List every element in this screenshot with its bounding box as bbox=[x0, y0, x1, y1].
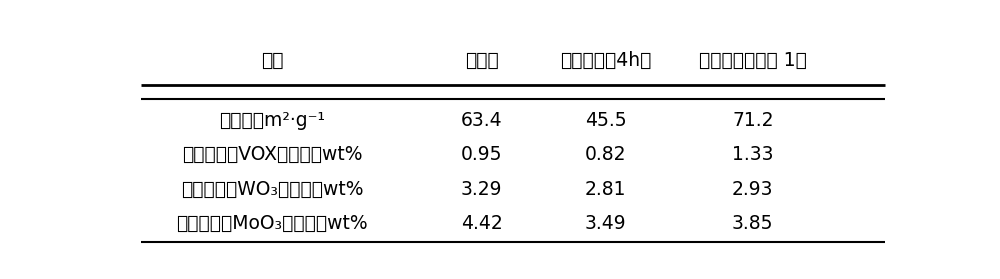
Text: 1.33: 1.33 bbox=[732, 145, 774, 164]
Text: 失活样品（4h）: 失活样品（4h） bbox=[560, 51, 651, 70]
Text: 钒氧化物（VOX）含量，wt%: 钒氧化物（VOX）含量，wt% bbox=[182, 145, 362, 164]
Text: 三氧化钨（WO₃）含量，wt%: 三氧化钨（WO₃）含量，wt% bbox=[181, 180, 364, 199]
Text: 71.2: 71.2 bbox=[732, 111, 774, 130]
Text: 4.42: 4.42 bbox=[461, 214, 502, 233]
Text: 新样品: 新样品 bbox=[465, 51, 498, 70]
Text: 比表面，m²·g⁻¹: 比表面，m²·g⁻¹ bbox=[219, 111, 325, 130]
Text: 三氧化钼（MoO₃）含量，wt%: 三氧化钼（MoO₃）含量，wt% bbox=[176, 214, 368, 233]
Text: 0.82: 0.82 bbox=[585, 145, 626, 164]
Text: 2.93: 2.93 bbox=[732, 180, 774, 199]
Text: 2.81: 2.81 bbox=[585, 180, 626, 199]
Text: 0.95: 0.95 bbox=[461, 145, 502, 164]
Text: 名称: 名称 bbox=[261, 51, 284, 70]
Text: 再生样品（实例 1）: 再生样品（实例 1） bbox=[699, 51, 807, 70]
Text: 63.4: 63.4 bbox=[461, 111, 502, 130]
Text: 45.5: 45.5 bbox=[585, 111, 626, 130]
Text: 3.49: 3.49 bbox=[585, 214, 626, 233]
Text: 3.29: 3.29 bbox=[461, 180, 502, 199]
Text: 3.85: 3.85 bbox=[732, 214, 774, 233]
